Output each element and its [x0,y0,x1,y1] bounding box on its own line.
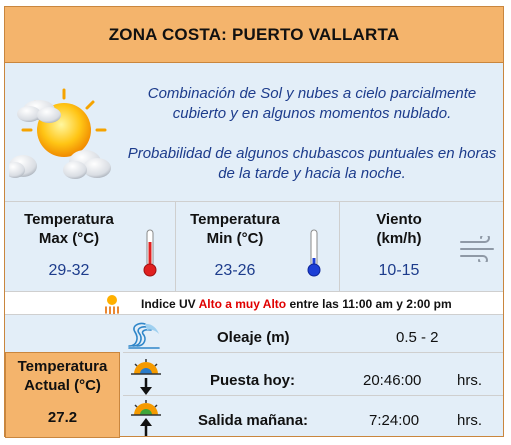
wind-label-2: (km/h) [376,230,422,247]
wind-cell: Viento (km/h) 10-15 [339,202,503,292]
metrics-row: Temperatura Max (°C) 29-32 Temperatura M… [5,201,503,291]
wind-icon [460,236,494,262]
zone-header: ZONA COSTA: PUERTO VALLARTA [5,7,503,63]
partly-cloudy-icon [9,88,111,179]
uv-sun-icon [105,295,119,315]
temp-max-label-1: Temperatura [24,211,114,228]
uv-prefix: Indice UV [141,297,196,311]
current-temp-label-1: Temperatura [17,358,108,375]
forecast-line-1: Combinación de Sol y nubes a cielo parci… [147,85,477,122]
wave-icon [128,322,160,349]
temp-max-value: 29-32 [48,262,90,279]
wind-label-1: Viento [376,211,422,228]
waves-label: Oleaje (m) [217,329,290,346]
temp-min-label-2: Min (°C) [206,230,264,247]
row-divider-1 [123,352,503,353]
uv-start: 11:00 am [342,297,393,311]
uv-row: Indice UV Alto a muy Alto entre las 11:0… [5,291,503,315]
temp-max-label: Temperatura Max (°C) [9,210,129,248]
uv-between: entre las [289,297,339,311]
uv-level: Alto a muy Alto [198,297,287,311]
sunset-icon [131,359,161,395]
current-temp-label: Temperatura Actual (°C) [6,357,119,395]
thermometer-cold-icon [307,229,321,277]
sunrise-value: 7:24:00 [369,412,420,429]
sunset-unit: hrs. [457,372,483,389]
temp-min-value: 23-26 [214,262,256,279]
temp-max-cell: Temperatura Max (°C) 29-32 [9,202,169,292]
forecast-text: Combinación de Sol y nubes a cielo parci… [123,84,501,184]
waves-value: 0.5 - 2 [396,329,439,346]
temp-min-label: Temperatura Min (°C) [175,210,295,248]
weather-card: ZONA COSTA: PUERTO VALLARTA [4,6,504,438]
zone-title: ZONA COSTA: PUERTO VALLARTA [108,24,400,44]
temp-max-label-2: Max (°C) [38,230,100,247]
row-divider-top [5,314,503,315]
forecast-row: Combinación de Sol y nubes a cielo parci… [5,64,503,201]
current-temp-label-2: Actual (°C) [24,377,101,394]
wind-label: Viento (km/h) [339,210,459,248]
metric-divider-1 [175,201,176,291]
sunrise-label: Salida mañana: [198,412,309,429]
sunset-label: Puesta hoy: [210,372,296,389]
uv-end: 2:00 pm [406,297,452,311]
forecast-line-2: Probabilidad de algunos chubascos puntua… [127,145,497,182]
current-temp-value: 27.2 [47,409,78,426]
row-divider-2 [123,395,503,396]
uv-and: y [396,297,403,311]
temp-min-label-1: Temperatura [190,211,280,228]
sunset-value: 20:46:00 [363,372,422,389]
sunrise-unit: hrs. [457,412,483,429]
current-temp-box: Temperatura Actual (°C) 27.2 [5,352,120,438]
sunrise-icon [131,400,161,436]
wind-value: 10-15 [378,262,420,279]
metric-divider-2 [339,201,340,291]
uv-text: Indice UV Alto a muy Alto entre las 11:0… [141,297,452,311]
temp-min-cell: Temperatura Min (°C) 23-26 [175,202,335,292]
thermometer-hot-icon [143,229,157,277]
bottom-section: Temperatura Actual (°C) 27.2 [5,314,503,438]
